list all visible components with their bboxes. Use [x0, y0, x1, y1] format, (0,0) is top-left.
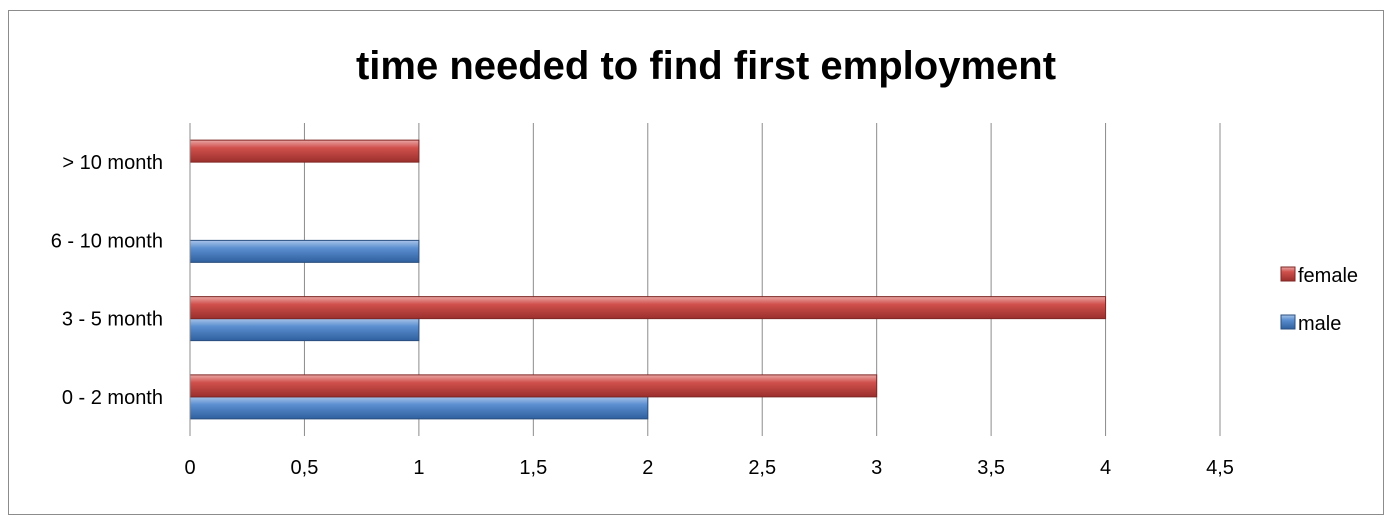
legend: female male [1280, 265, 1358, 335]
legend-label-female: female [1298, 265, 1358, 287]
axes: 0 0,5 1 1,5 2 2,5 3 3,5 4 4,5 0 - 2 month 3 - 5 mon… [51, 123, 1234, 479]
x-tick-label: 3 [871, 457, 882, 479]
x-tick-label: 2 [642, 457, 653, 479]
x-tick-label: 3,5 [977, 457, 1005, 479]
x-tick-label: 4,5 [1206, 457, 1234, 479]
bar-female [189, 296, 1107, 320]
x-tick-label: 0 [184, 457, 195, 479]
bar-female [189, 374, 878, 398]
category-label: 0 - 2 month [62, 387, 163, 409]
category-label: > 10 month [62, 152, 163, 174]
bar-male [189, 396, 649, 420]
bar-male [189, 239, 420, 263]
bars [189, 139, 1107, 420]
x-tick-label: 0,5 [291, 457, 319, 479]
x-tick-label: 4 [1100, 457, 1111, 479]
x-tick-label: 2,5 [748, 457, 776, 479]
category-label: 3 - 5 month [62, 309, 163, 331]
legend-label-male: male [1298, 313, 1341, 335]
chart-title: time needed to find first employment [356, 44, 1056, 88]
legend-swatch-male [1280, 314, 1296, 330]
x-tick-label: 1 [413, 457, 424, 479]
category-label: 6 - 10 month [51, 230, 163, 252]
legend-swatch-female [1280, 266, 1296, 282]
bar-male [189, 318, 420, 342]
bar-female [189, 139, 420, 163]
x-tick-label: 1,5 [519, 457, 547, 479]
